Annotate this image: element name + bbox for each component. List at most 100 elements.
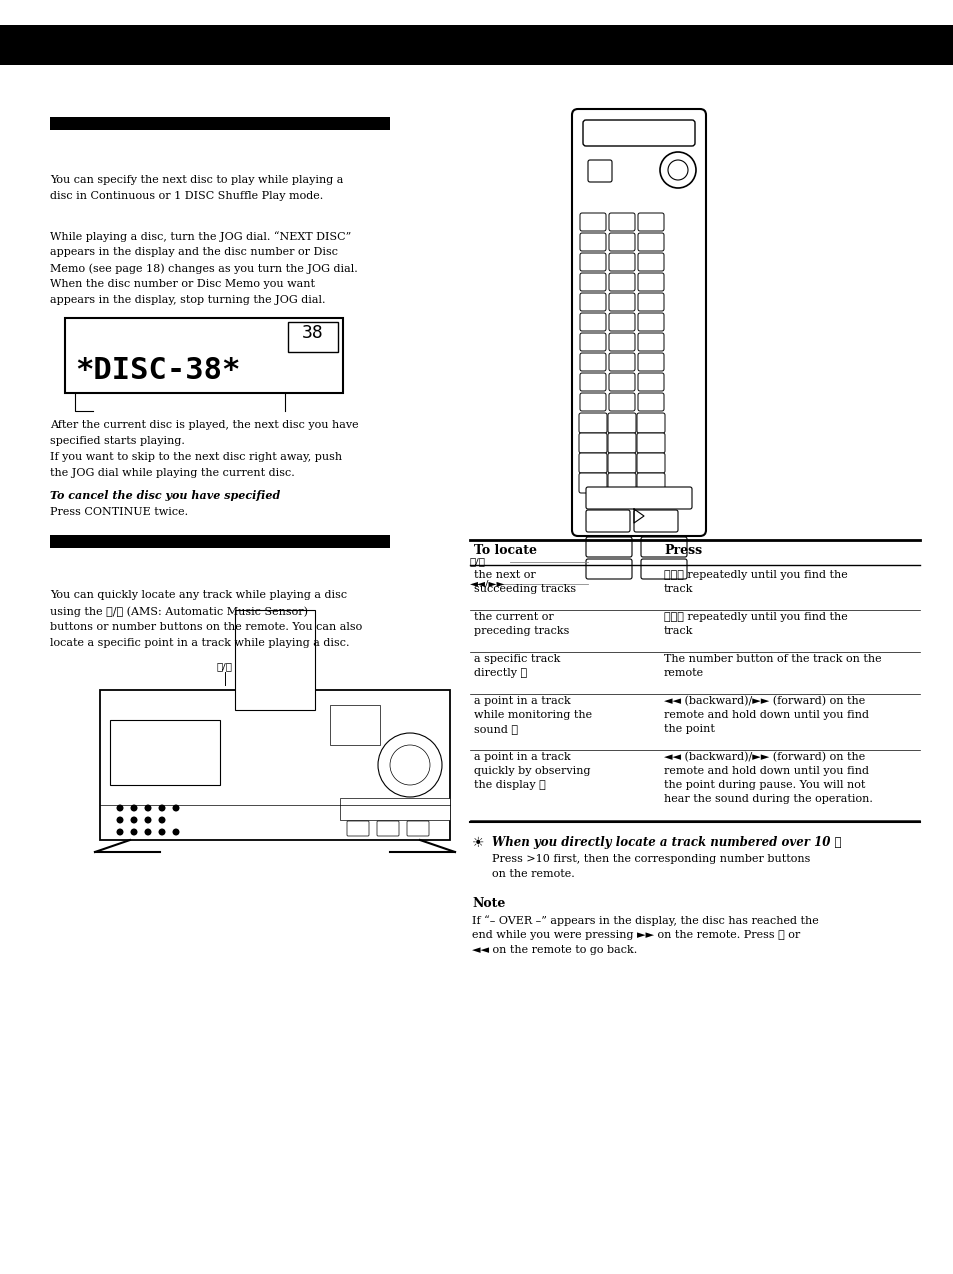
Text: If “– OVER –” appears in the display, the disc has reached the: If “– OVER –” appears in the display, th… xyxy=(472,915,818,926)
FancyBboxPatch shape xyxy=(585,487,691,510)
Text: ⏮⏮⏮ repeatedly until you find the: ⏮⏮⏮ repeatedly until you find the xyxy=(663,612,847,622)
Text: ◄◄ on the remote to go back.: ◄◄ on the remote to go back. xyxy=(472,945,637,956)
FancyBboxPatch shape xyxy=(608,373,635,391)
FancyBboxPatch shape xyxy=(608,254,635,271)
Bar xyxy=(339,798,450,820)
FancyBboxPatch shape xyxy=(638,333,663,352)
FancyBboxPatch shape xyxy=(578,454,606,473)
Circle shape xyxy=(158,828,165,836)
FancyBboxPatch shape xyxy=(572,110,705,536)
FancyBboxPatch shape xyxy=(582,120,695,147)
Text: the JOG dial while playing the current disc.: the JOG dial while playing the current d… xyxy=(50,468,294,478)
Text: While playing a disc, turn the JOG dial. “NEXT DISC”: While playing a disc, turn the JOG dial.… xyxy=(50,231,351,242)
Text: a specific track: a specific track xyxy=(474,654,559,664)
FancyBboxPatch shape xyxy=(640,559,686,578)
Circle shape xyxy=(131,804,137,812)
FancyBboxPatch shape xyxy=(579,254,605,271)
Text: a point in a track: a point in a track xyxy=(474,696,570,706)
FancyBboxPatch shape xyxy=(607,433,636,454)
Text: a point in a track: a point in a track xyxy=(474,752,570,762)
Text: ⏮/⏭: ⏮/⏭ xyxy=(216,662,233,671)
FancyBboxPatch shape xyxy=(585,510,629,533)
Text: the point: the point xyxy=(663,724,714,734)
Text: Press CONTINUE twice.: Press CONTINUE twice. xyxy=(50,507,188,517)
Text: the display ⓘ: the display ⓘ xyxy=(474,780,545,790)
FancyBboxPatch shape xyxy=(608,213,635,231)
Circle shape xyxy=(172,828,179,836)
Text: buttons or number buttons on the remote. You can also: buttons or number buttons on the remote.… xyxy=(50,622,362,632)
FancyBboxPatch shape xyxy=(637,454,664,473)
FancyBboxPatch shape xyxy=(587,161,612,182)
Text: locate a specific point in a track while playing a disc.: locate a specific point in a track while… xyxy=(50,638,349,648)
Circle shape xyxy=(144,828,152,836)
Text: end while you were pressing ►► on the remote. Press ⏮ or: end while you were pressing ►► on the re… xyxy=(472,930,800,940)
Text: specified starts playing.: specified starts playing. xyxy=(50,436,185,446)
Circle shape xyxy=(116,804,123,812)
Text: ⏭⏭⏭ repeatedly until you find the: ⏭⏭⏭ repeatedly until you find the xyxy=(663,569,847,580)
Text: track: track xyxy=(663,583,693,594)
FancyBboxPatch shape xyxy=(579,313,605,331)
Text: appears in the display and the disc number or Disc: appears in the display and the disc numb… xyxy=(50,247,337,257)
Bar xyxy=(100,691,450,840)
FancyBboxPatch shape xyxy=(579,333,605,352)
Circle shape xyxy=(158,804,165,812)
Circle shape xyxy=(131,817,137,823)
Circle shape xyxy=(144,804,152,812)
Text: When you directly locate a track numbered over 10 ⓘ: When you directly locate a track numbere… xyxy=(492,836,841,848)
Circle shape xyxy=(172,804,179,812)
Text: Memo (see page 18) changes as you turn the JOG dial.: Memo (see page 18) changes as you turn t… xyxy=(50,262,357,274)
Text: remote and hold down until you find: remote and hold down until you find xyxy=(663,766,868,776)
Text: ⏮/⏭: ⏮/⏭ xyxy=(470,558,485,567)
Text: track: track xyxy=(663,626,693,636)
Text: The number button of the track on the: The number button of the track on the xyxy=(663,654,881,664)
Text: ◄◄ (backward)/►► (forward) on the: ◄◄ (backward)/►► (forward) on the xyxy=(663,696,864,706)
Bar xyxy=(288,322,337,352)
FancyBboxPatch shape xyxy=(579,213,605,231)
FancyBboxPatch shape xyxy=(608,392,635,412)
Text: appears in the display, stop turning the JOG dial.: appears in the display, stop turning the… xyxy=(50,296,325,304)
Text: ◄◄ (backward)/►► (forward) on the: ◄◄ (backward)/►► (forward) on the xyxy=(663,752,864,762)
FancyBboxPatch shape xyxy=(579,392,605,412)
FancyBboxPatch shape xyxy=(638,293,663,311)
FancyBboxPatch shape xyxy=(638,254,663,271)
FancyBboxPatch shape xyxy=(637,433,664,454)
FancyBboxPatch shape xyxy=(579,293,605,311)
Text: the next or: the next or xyxy=(474,569,536,580)
FancyBboxPatch shape xyxy=(608,273,635,290)
Text: If you want to skip to the next disc right away, push: If you want to skip to the next disc rig… xyxy=(50,452,342,462)
FancyBboxPatch shape xyxy=(638,313,663,331)
Text: preceding tracks: preceding tracks xyxy=(474,626,569,636)
FancyBboxPatch shape xyxy=(607,454,636,473)
Bar xyxy=(110,721,128,735)
FancyBboxPatch shape xyxy=(638,373,663,391)
Circle shape xyxy=(131,828,137,836)
Text: remote: remote xyxy=(663,668,703,678)
FancyBboxPatch shape xyxy=(607,473,636,493)
FancyBboxPatch shape xyxy=(578,413,606,433)
Text: *DISC-38*: *DISC-38* xyxy=(75,355,240,385)
FancyBboxPatch shape xyxy=(608,233,635,251)
Circle shape xyxy=(158,817,165,823)
FancyBboxPatch shape xyxy=(608,313,635,331)
FancyBboxPatch shape xyxy=(347,820,369,836)
Text: sound ⓘ: sound ⓘ xyxy=(474,724,517,734)
FancyBboxPatch shape xyxy=(585,538,631,557)
Text: on the remote.: on the remote. xyxy=(492,869,574,879)
Circle shape xyxy=(144,817,152,823)
Circle shape xyxy=(116,828,123,836)
Text: hear the sound during the operation.: hear the sound during the operation. xyxy=(663,794,872,804)
Text: Press >10 first, then the corresponding number buttons: Press >10 first, then the corresponding … xyxy=(492,854,809,864)
Bar xyxy=(330,705,379,745)
FancyBboxPatch shape xyxy=(608,353,635,371)
Bar xyxy=(50,117,390,130)
Text: Press: Press xyxy=(663,544,701,557)
FancyBboxPatch shape xyxy=(638,273,663,290)
FancyBboxPatch shape xyxy=(608,333,635,352)
FancyBboxPatch shape xyxy=(607,413,636,433)
FancyBboxPatch shape xyxy=(376,820,398,836)
Text: Note: Note xyxy=(472,897,505,910)
Text: while monitoring the: while monitoring the xyxy=(474,710,592,720)
FancyBboxPatch shape xyxy=(637,413,664,433)
Text: You can specify the next disc to play while playing a: You can specify the next disc to play wh… xyxy=(50,175,343,185)
Text: disc in Continuous or 1 DISC Shuffle Play mode.: disc in Continuous or 1 DISC Shuffle Pla… xyxy=(50,191,323,201)
